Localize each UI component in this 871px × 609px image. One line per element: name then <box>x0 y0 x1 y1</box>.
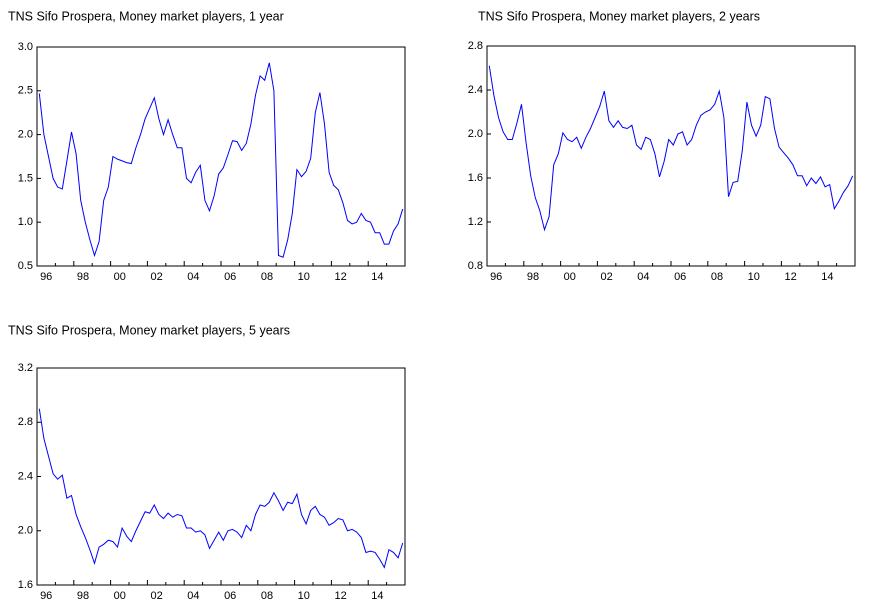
y-tick-label: 2.8 <box>468 40 483 52</box>
x-tick-label: 06 <box>224 271 236 283</box>
y-tick-label: 3.2 <box>18 362 33 374</box>
chart-title: TNS Sifo Prospera, Money market players,… <box>8 9 284 23</box>
x-tick-label: 02 <box>600 271 612 283</box>
data-line <box>38 62 404 258</box>
x-tick-label: 08 <box>261 590 273 602</box>
y-tick-label: 2.4 <box>18 470 33 482</box>
x-tick-label: 96 <box>490 271 502 283</box>
x-tick-label: 10 <box>748 271 760 283</box>
x-tick-label: 08 <box>261 271 273 283</box>
x-tick-label: 14 <box>821 271 833 283</box>
chart-title: TNS Sifo Prospera, Money market players,… <box>8 323 290 337</box>
x-tick-label: 12 <box>334 590 346 602</box>
x-tick-label: 04 <box>187 590 199 602</box>
y-tick-label: 2.4 <box>468 84 483 96</box>
x-tick-label: 12 <box>784 271 796 283</box>
data-line <box>38 408 404 569</box>
x-tick-label: 14 <box>371 271 383 283</box>
y-tick-label: 1.5 <box>18 172 33 184</box>
x-tick-label: 00 <box>564 271 576 283</box>
y-tick-label: 2.5 <box>18 85 33 97</box>
x-tick-label: 00 <box>114 271 126 283</box>
x-tick-label: 98 <box>527 271 539 283</box>
y-tick-label: 0.8 <box>468 260 483 272</box>
y-tick-label: 2.8 <box>18 416 33 428</box>
x-tick-label: 12 <box>334 271 346 283</box>
y-tick-label: 1.0 <box>18 216 33 228</box>
x-tick-label: 96 <box>40 271 52 283</box>
y-tick-label: 2.0 <box>18 525 33 537</box>
x-tick-label: 06 <box>224 590 236 602</box>
x-tick-label: 04 <box>187 271 199 283</box>
x-tick-label: 08 <box>711 271 723 283</box>
y-tick-label: 2.0 <box>468 128 483 140</box>
plot-frame <box>36 367 406 586</box>
x-tick-label: 98 <box>77 590 89 602</box>
y-tick-label: 1.6 <box>468 172 483 184</box>
x-tick-label: 98 <box>77 271 89 283</box>
y-tick-label: 1.6 <box>18 579 33 591</box>
y-tick-label: 3.0 <box>18 41 33 53</box>
x-tick-label: 06 <box>674 271 686 283</box>
x-tick-label: 14 <box>371 590 383 602</box>
plot-frame <box>486 45 856 267</box>
x-tick-label: 10 <box>298 271 310 283</box>
y-tick-label: 2.0 <box>18 129 33 141</box>
chart-title: TNS Sifo Prospera, Money market players,… <box>478 9 760 23</box>
plot-frame <box>36 46 406 267</box>
x-tick-label: 96 <box>40 590 52 602</box>
x-tick-label: 10 <box>298 590 310 602</box>
x-tick-label: 00 <box>114 590 126 602</box>
x-tick-label: 02 <box>150 271 162 283</box>
x-tick-label: 02 <box>150 590 162 602</box>
y-tick-label: 0.5 <box>18 260 33 272</box>
y-tick-label: 1.2 <box>468 216 483 228</box>
data-line <box>488 65 854 232</box>
x-tick-label: 04 <box>637 271 649 283</box>
